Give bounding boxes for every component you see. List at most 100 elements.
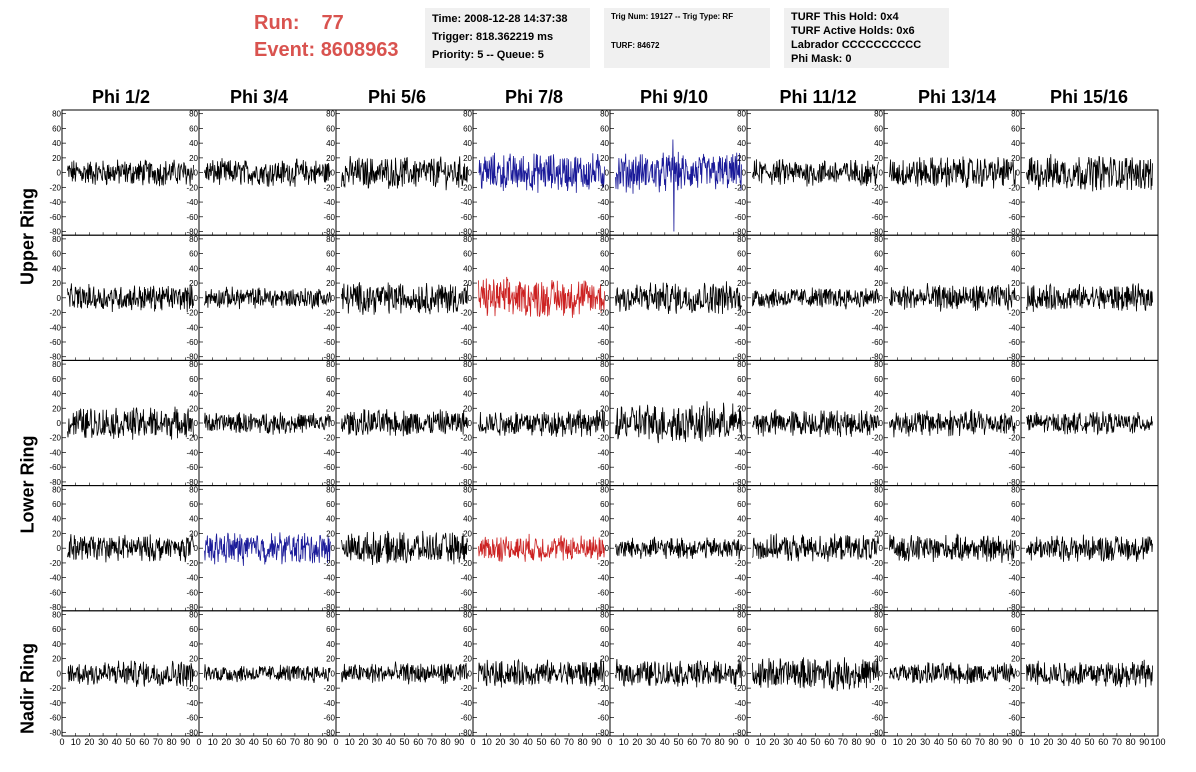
y-tick-label: 0: [1016, 169, 1021, 178]
y-tick-label: 80: [737, 610, 746, 619]
y-tick-label: 80: [326, 110, 335, 119]
x-tick-label: 60: [1098, 737, 1108, 747]
y-tick-label: -20: [1008, 434, 1020, 443]
y-tick-label: 80: [326, 610, 335, 619]
y-tick-label: 60: [52, 124, 61, 133]
y-tick-label: -20: [1008, 309, 1020, 318]
y-tick-label: 80: [463, 235, 472, 244]
y-tick-label: -80: [1008, 353, 1020, 362]
y-tick-label: -20: [1008, 684, 1020, 693]
y-tick-label: 60: [463, 375, 472, 384]
y-tick-label: 0: [331, 294, 336, 303]
y-tick-label: -20: [1008, 183, 1020, 192]
x-tick-label: 0: [196, 737, 201, 747]
y-tick-label: 20: [1011, 279, 1020, 288]
x-tick-label: 30: [646, 737, 656, 747]
y-tick-label: 60: [1011, 375, 1020, 384]
y-tick-label: -60: [1008, 714, 1020, 723]
y-tick-label: -60: [186, 463, 198, 472]
x-tick-label: 40: [249, 737, 259, 747]
y-tick-label: -40: [734, 574, 746, 583]
y-tick-label: -80: [1008, 728, 1020, 737]
y-tick-label: -20: [49, 309, 61, 318]
y-tick-label: -60: [49, 338, 61, 347]
waveform-trace: [889, 533, 1016, 563]
y-tick-label: 20: [874, 279, 883, 288]
y-tick-label: -80: [734, 228, 746, 237]
y-tick-label: -40: [460, 574, 472, 583]
y-tick-label: -60: [734, 213, 746, 222]
y-tick-label: 60: [874, 500, 883, 509]
y-tick-label: -80: [49, 603, 61, 612]
y-tick-label: -20: [871, 183, 883, 192]
y-tick-label: -40: [323, 574, 335, 583]
y-tick-label: 40: [52, 390, 61, 399]
y-tick-label: 0: [57, 419, 62, 428]
y-tick-label: -20: [460, 434, 472, 443]
x-tick-label: 40: [523, 737, 533, 747]
y-tick-label: -80: [323, 728, 335, 737]
y-tick-label: -60: [1008, 213, 1020, 222]
waveform-trace: [1026, 659, 1153, 688]
x-tick-label: 40: [112, 737, 122, 747]
y-tick-label: -20: [734, 183, 746, 192]
y-tick-label: 60: [1011, 625, 1020, 634]
y-tick-label: 80: [874, 110, 883, 119]
y-tick-label: -20: [186, 183, 198, 192]
waveform-trace: [752, 409, 879, 438]
x-tick-label: 40: [934, 737, 944, 747]
y-tick-label: -40: [1008, 448, 1020, 457]
y-tick-label: 0: [1016, 419, 1021, 428]
y-tick-label: -80: [871, 728, 883, 737]
y-tick-label: 80: [326, 485, 335, 494]
y-tick-label: 0: [742, 419, 747, 428]
y-tick-label: -20: [49, 434, 61, 443]
waveform-trace: [204, 532, 331, 566]
x-tick-label: 40: [797, 737, 807, 747]
y-tick-label: 80: [600, 110, 609, 119]
y-tick-label: -80: [871, 603, 883, 612]
y-tick-label: 80: [874, 485, 883, 494]
y-tick-label: -40: [871, 448, 883, 457]
y-tick-label: 60: [874, 250, 883, 259]
turf-info-box: TURF This Hold: 0x4 TURF Active Holds: 0…: [784, 8, 949, 68]
y-tick-label: -40: [597, 323, 609, 332]
y-tick-label: -80: [734, 728, 746, 737]
y-tick-label: 60: [737, 250, 746, 259]
y-tick-label: 60: [600, 500, 609, 509]
y-tick-label: -60: [871, 463, 883, 472]
x-tick-label: 100: [1150, 737, 1165, 747]
y-tick-label: 40: [874, 640, 883, 649]
y-tick-label: 80: [189, 235, 198, 244]
y-tick-label: -60: [597, 588, 609, 597]
x-tick-label: 0: [607, 737, 612, 747]
y-tick-label: 40: [326, 390, 335, 399]
time-info-box: Time: 2008-12-28 14:37:38 Trigger: 818.3…: [425, 8, 590, 68]
y-tick-label: -20: [734, 684, 746, 693]
x-tick-label: 60: [550, 737, 560, 747]
trig-num-text: Trig Num: 19127 -- Trig Type: RF: [611, 12, 734, 21]
y-tick-label: 40: [52, 640, 61, 649]
waveform-trace: [1026, 282, 1153, 312]
y-tick-label: 40: [463, 264, 472, 273]
y-tick-label: -80: [734, 478, 746, 487]
y-tick-label: 60: [326, 250, 335, 259]
y-tick-label: 80: [737, 235, 746, 244]
x-tick-label: 70: [701, 737, 711, 747]
y-tick-label: -40: [49, 574, 61, 583]
y-tick-label: -80: [460, 728, 472, 737]
y-tick-label: -60: [323, 213, 335, 222]
y-tick-label: 60: [189, 625, 198, 634]
y-tick-label: 80: [189, 110, 198, 119]
event-value: 8608963: [320, 39, 399, 61]
x-tick-label: 60: [687, 737, 697, 747]
waveform-trace: [1026, 534, 1153, 563]
column-header-phi-1-2: Phi 1/2: [91, 87, 151, 107]
y-tick-label: 60: [600, 250, 609, 259]
turf-hold-text: TURF This Hold: 0x4: [791, 11, 899, 23]
x-tick-label: 90: [1002, 737, 1012, 747]
y-tick-label: -80: [734, 353, 746, 362]
y-tick-label: -80: [597, 478, 609, 487]
y-tick-label: 60: [189, 375, 198, 384]
x-tick-label: 30: [509, 737, 519, 747]
